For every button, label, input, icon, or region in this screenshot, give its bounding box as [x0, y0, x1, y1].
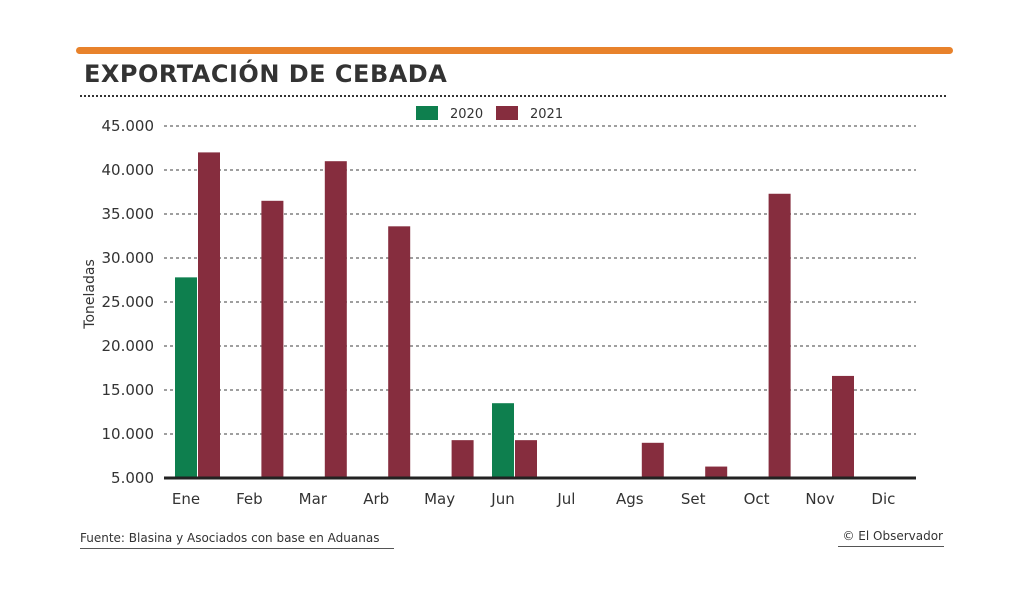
chart-title: EXPORTACIÓN DE CEBADA	[84, 60, 448, 88]
x-tick-label: Jun	[490, 490, 514, 508]
x-tick-label: Set	[681, 490, 706, 508]
x-tick-label: Feb	[236, 490, 263, 508]
bar-2021	[832, 375, 854, 478]
y-tick-label: 15.000	[102, 381, 155, 399]
x-tick-label: Ags	[616, 490, 644, 508]
bar-2021	[388, 226, 411, 478]
y-tick-label: 45.000	[102, 117, 155, 135]
x-tick-label: Dic	[871, 490, 895, 508]
y-tick-label: 35.000	[102, 205, 155, 223]
y-tick-label: 30.000	[102, 249, 155, 267]
y-tick-label: 5.000	[111, 469, 154, 487]
y-tick-label: 20.000	[102, 337, 155, 355]
bar-2020	[492, 403, 514, 478]
x-tick-label: Jul	[556, 490, 575, 508]
bar-2021	[451, 440, 474, 478]
credit-note: © El Observador	[842, 529, 943, 543]
grid-lines	[164, 125, 916, 435]
x-tick-label: Arb	[363, 490, 389, 508]
y-axis-ticks: 5.000 10.000 15.000 20.000 25.000 30.000 35.00…	[102, 117, 155, 487]
bar-2021	[198, 152, 220, 478]
bar-2021	[768, 193, 791, 478]
x-axis-ticks: Ene Feb Mar Arb May Jun Jul Ags Set Oct Nov Dic	[172, 490, 895, 508]
bar-2021	[641, 442, 664, 478]
y-tick-label: 10.000	[102, 425, 155, 443]
bar-2021	[261, 200, 284, 479]
legend-label: 2021	[530, 107, 563, 122]
credit-underline	[838, 546, 944, 547]
title-divider	[80, 95, 946, 97]
legend-swatch	[496, 106, 518, 120]
legend-swatch	[416, 106, 438, 120]
accent-bar	[76, 47, 953, 54]
bars	[175, 152, 854, 479]
legend-label: 2020	[450, 107, 483, 122]
x-tick-label: Mar	[299, 490, 328, 508]
bar-2021	[705, 466, 728, 478]
source-underline	[80, 548, 394, 549]
x-tick-label: Nov	[805, 490, 834, 508]
y-tick-label: 40.000	[102, 161, 155, 179]
source-note: Fuente: Blasina y Asociados con base en …	[80, 531, 380, 545]
x-tick-label: Ene	[172, 490, 200, 508]
bar-2021	[324, 161, 347, 478]
y-tick-label: 25.000	[102, 293, 155, 311]
bar-2021	[515, 440, 537, 478]
x-tick-label: May	[424, 490, 455, 508]
x-tick-label: Oct	[744, 490, 770, 508]
legend: 2020 2021	[416, 106, 563, 122]
y-axis-label: Toneladas	[82, 259, 98, 329]
bar-2020	[175, 277, 197, 478]
